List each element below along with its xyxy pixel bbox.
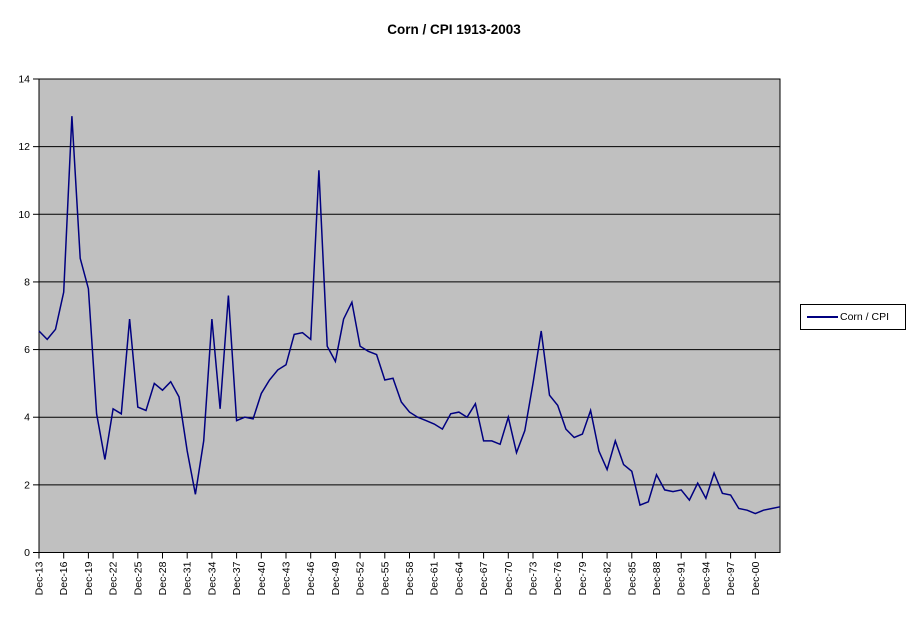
legend-label: Corn / CPI (840, 311, 890, 323)
x-axis-tick-label: Dec-31 (182, 561, 194, 595)
x-axis-tick-label: Dec-91 (676, 561, 688, 595)
x-axis-tick-label: Dec-55 (379, 561, 391, 595)
x-axis-tick-label: Dec-22 (108, 561, 120, 595)
y-axis-tick-label: 12 (18, 141, 30, 153)
x-axis-tick-label: Dec-46 (305, 561, 317, 595)
x-axis-tick-label: Dec-34 (206, 561, 218, 595)
x-axis-tick-label: Dec-19 (83, 561, 95, 595)
y-axis-tick-label: 8 (24, 276, 30, 288)
x-axis-tick-label: Dec-40 (256, 561, 268, 595)
x-axis-tick-label: Dec-58 (404, 561, 416, 595)
x-axis-tick-label: Dec-00 (750, 561, 762, 595)
x-axis-tick-label: Dec-43 (281, 561, 293, 595)
x-axis-tick-label: Dec-70 (503, 561, 515, 595)
y-axis-tick-label: 6 (24, 344, 30, 356)
x-axis-tick-label: Dec-49 (330, 561, 342, 595)
y-axis-tick-label: 4 (24, 412, 30, 424)
y-axis-tick-label: 0 (24, 547, 30, 559)
y-axis-tick-label: 2 (24, 479, 30, 491)
x-axis-tick-label: Dec-16 (58, 561, 70, 595)
x-axis-tick-label: Dec-13 (34, 561, 46, 595)
y-axis-tick-label: 14 (18, 74, 30, 86)
x-axis-tick-label: Dec-97 (725, 561, 737, 595)
x-axis-tick-label: Dec-52 (355, 561, 367, 595)
legend: Corn / CPI (800, 304, 906, 330)
legend-line-sample-icon (807, 316, 838, 318)
x-axis-tick-label: Dec-28 (157, 561, 169, 595)
plot-area (38, 78, 781, 553)
x-axis-tick-label: Dec-76 (552, 561, 564, 595)
chart-title: Corn / CPI 1913-2003 (387, 22, 521, 37)
x-axis-tick-label: Dec-79 (577, 561, 589, 595)
x-axis-tick-label: Dec-88 (651, 561, 663, 595)
x-axis-tick-label: Dec-82 (602, 561, 614, 595)
x-axis-tick-label: Dec-61 (429, 561, 441, 595)
x-axis-tick-label: Dec-85 (626, 561, 638, 595)
x-axis-tick-label: Dec-67 (478, 561, 490, 595)
x-axis-tick-label: Dec-94 (700, 561, 712, 595)
x-axis-tick-label: Dec-64 (453, 561, 465, 595)
y-axis-tick-label: 10 (18, 209, 30, 221)
x-axis-tick-label: Dec-25 (132, 561, 144, 595)
x-axis-tick-label: Dec-73 (528, 561, 540, 595)
series-line-corn-cpi (38, 116, 781, 515)
x-axis-tick-label: Dec-37 (231, 561, 243, 595)
